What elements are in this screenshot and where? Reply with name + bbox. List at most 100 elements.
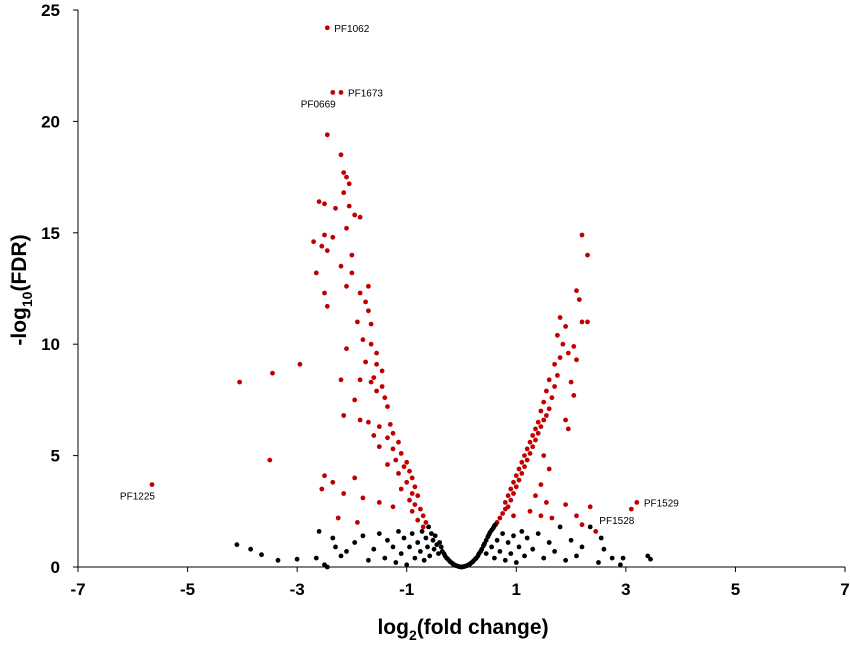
significant-point — [538, 424, 544, 429]
non-significant-point — [371, 546, 377, 552]
significant-point — [557, 355, 563, 360]
non-significant-point — [338, 553, 344, 559]
significant-point — [560, 341, 566, 347]
significant-point — [412, 502, 418, 507]
significant-point — [338, 152, 344, 158]
significant-point — [511, 513, 516, 519]
non-significant-point — [497, 549, 503, 554]
significant-point — [344, 225, 349, 231]
significant-point — [574, 288, 579, 294]
significant-point — [412, 484, 418, 490]
significant-point — [524, 446, 530, 452]
non-significant-point — [313, 555, 319, 561]
significant-point — [634, 500, 640, 505]
y-tick-label: 10 — [41, 335, 60, 354]
significant-point — [324, 25, 330, 31]
non-significant-point — [587, 524, 593, 530]
significant-point — [557, 315, 563, 320]
significant-point — [322, 201, 327, 207]
significant-point — [516, 466, 522, 472]
non-significant-point — [601, 546, 607, 552]
significant-point — [409, 491, 415, 496]
significant-point — [349, 270, 355, 276]
non-significant-point — [404, 562, 410, 568]
non-significant-point — [431, 546, 437, 552]
significant-point — [341, 170, 347, 176]
non-significant-point — [436, 551, 441, 556]
significant-point — [330, 90, 336, 95]
significant-point — [341, 190, 347, 196]
significant-point — [538, 408, 544, 414]
non-significant-point — [275, 557, 281, 563]
significant-point — [322, 473, 327, 479]
non-significant-point — [563, 557, 568, 563]
significant-point — [324, 303, 330, 309]
significant-point — [341, 491, 347, 496]
non-significant-point — [396, 529, 401, 534]
significant-point — [344, 346, 349, 352]
significant-point — [267, 457, 273, 463]
significant-point — [379, 368, 385, 374]
significant-point — [374, 388, 379, 394]
non-significant-point — [492, 555, 497, 561]
significant-point — [555, 332, 560, 338]
x-tick-label: 1 — [512, 580, 521, 599]
significant-point — [420, 513, 426, 519]
non-significant-point — [401, 535, 407, 541]
non-significant-point — [432, 533, 438, 539]
significant-point — [527, 508, 533, 514]
y-axis-title-suffix: (FDR) — [8, 234, 31, 291]
significant-point — [322, 290, 327, 296]
significant-point — [628, 506, 634, 512]
significant-point — [393, 457, 399, 463]
significant-point — [409, 508, 415, 514]
point-annotation: PF0669 — [301, 99, 336, 110]
significant-point — [533, 426, 538, 432]
significant-point — [571, 344, 577, 349]
significant-point — [415, 493, 421, 499]
significant-point — [368, 341, 374, 347]
non-significant-point — [541, 555, 547, 561]
significant-point — [390, 446, 396, 452]
significant-point — [544, 388, 549, 394]
significant-point — [500, 511, 505, 516]
y-axis-title: -log10(FDR) — [8, 234, 35, 345]
significant-point — [404, 459, 410, 465]
non-significant-point — [618, 562, 623, 568]
y-axis-title-subscript: 10 — [19, 291, 35, 307]
non-significant-point — [483, 551, 489, 556]
significant-point — [519, 459, 525, 465]
significant-point — [541, 399, 547, 405]
non-significant-point — [568, 537, 574, 543]
significant-point — [385, 435, 390, 441]
significant-point — [360, 495, 366, 501]
significant-point — [398, 451, 404, 456]
significant-point — [371, 433, 377, 438]
significant-point — [497, 515, 503, 521]
significant-point — [390, 430, 396, 436]
non-significant-point — [609, 555, 615, 561]
non-significant-point — [409, 531, 415, 536]
point-annotation: PF1225 — [120, 492, 155, 503]
non-significant-point — [513, 560, 519, 565]
significant-point — [579, 319, 585, 325]
non-significant-point — [546, 540, 552, 545]
non-significant-point — [360, 533, 366, 539]
significant-point — [505, 504, 511, 510]
non-significant-point — [429, 531, 434, 536]
significant-point — [379, 384, 385, 389]
significant-point — [513, 484, 519, 490]
significant-point — [385, 404, 390, 409]
significant-point — [541, 417, 547, 423]
significant-point — [511, 479, 516, 485]
significant-point — [349, 252, 355, 258]
significant-point — [376, 424, 382, 429]
significant-point — [579, 522, 585, 528]
non-significant-point — [519, 529, 525, 534]
non-significant-point — [344, 549, 349, 554]
significant-point — [409, 475, 415, 481]
significant-point — [552, 361, 557, 367]
significant-point — [585, 252, 590, 258]
non-significant-point — [390, 544, 396, 550]
point-annotation: PF1529 — [644, 498, 679, 509]
